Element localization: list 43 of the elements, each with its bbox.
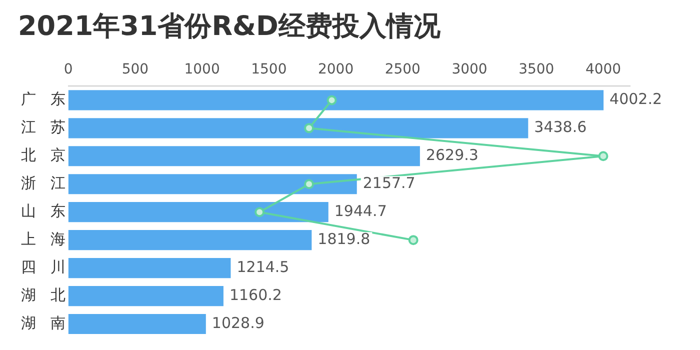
data-label: 2629.3 <box>426 146 478 164</box>
bar <box>68 286 224 306</box>
bar <box>68 90 604 110</box>
x-tick-label: 2000 <box>318 61 354 78</box>
x-tick-label: 500 <box>122 61 149 78</box>
bar <box>68 118 528 138</box>
bar <box>68 174 357 194</box>
data-label: 3438.6 <box>534 118 587 136</box>
x-tick-label: 3000 <box>452 61 488 78</box>
y-tick-label: 山 东 <box>20 202 66 220</box>
x-tick-label: 3500 <box>518 61 554 78</box>
y-tick-label: 广 东 <box>20 90 66 108</box>
point <box>326 95 337 106</box>
data-label: 4002.2 <box>610 90 662 108</box>
y-tick-label: 浙 江 <box>20 174 66 192</box>
y-tick-label: 湖 北 <box>20 286 66 304</box>
point <box>304 179 314 190</box>
data-label: 1160.2 <box>229 286 282 304</box>
bar <box>68 202 328 222</box>
bar <box>68 230 312 250</box>
x-tick-label: 0 <box>64 61 73 78</box>
data-label: 1819.8 <box>318 230 370 248</box>
bar <box>68 314 206 334</box>
chart-title: 2021年31省份R&D经费投入情况 <box>18 11 442 42</box>
x-tick-label: 4000 <box>585 61 622 78</box>
x-tick-label: 2500 <box>384 61 420 78</box>
y-tick-label: 上 海 <box>20 230 66 248</box>
x-tick-label: 1000 <box>184 61 220 78</box>
x-tick-label: 1500 <box>251 61 287 78</box>
bar <box>68 146 420 166</box>
data-label: 1214.5 <box>236 258 290 276</box>
y-tick-label: 湖 南 <box>20 314 66 332</box>
point <box>304 123 314 134</box>
point <box>408 235 418 246</box>
bar <box>68 258 231 278</box>
data-label: 1028.9 <box>212 314 264 332</box>
data-label: 2157.7 <box>362 174 416 192</box>
data-label: 1944.7 <box>334 202 387 220</box>
point <box>254 207 265 218</box>
y-tick-label: 四 川 <box>20 258 66 276</box>
y-tick-label: 北 京 <box>20 146 66 164</box>
y-tick-label: 江 苏 <box>20 118 66 136</box>
point <box>598 151 608 162</box>
